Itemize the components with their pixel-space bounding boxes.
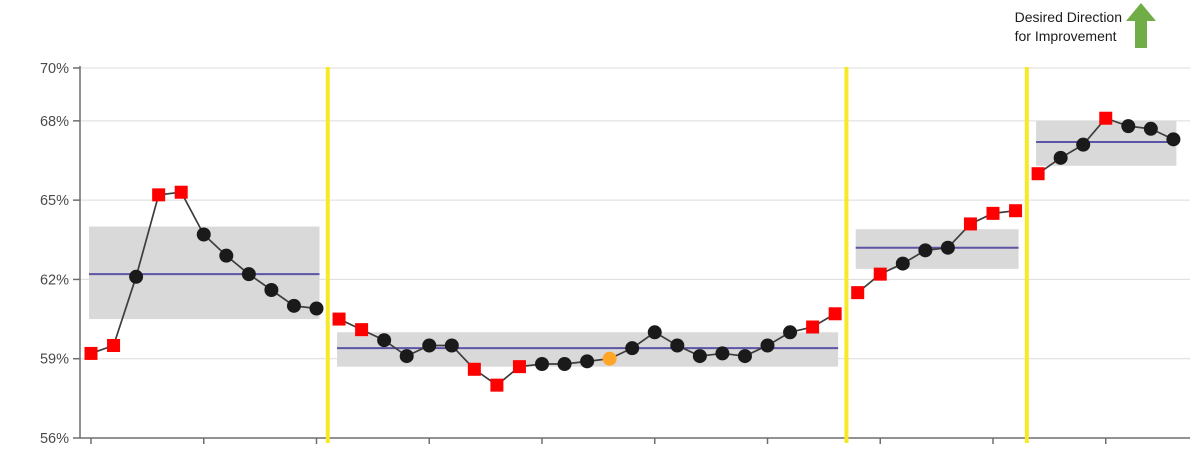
- data-point-normal: [196, 227, 211, 242]
- data-point-signal: [107, 339, 121, 352]
- data-point-signal: [174, 185, 188, 199]
- data-point-normal: [715, 346, 730, 361]
- data-point-signal: [467, 362, 481, 376]
- data-point-normal: [647, 325, 662, 340]
- data-point-normal: [557, 357, 572, 371]
- data-point-normal: [895, 256, 910, 271]
- data-point-signal: [332, 312, 346, 326]
- data-point-highlight: [602, 351, 617, 366]
- up-arrow-icon: [1126, 3, 1156, 53]
- y-axis-label: 70%: [40, 61, 69, 77]
- data-point-normal: [444, 338, 459, 353]
- data-point-signal: [873, 267, 887, 281]
- data-point-normal: [625, 341, 640, 356]
- data-point-normal: [692, 349, 707, 364]
- data-point-normal: [219, 248, 234, 263]
- data-point-normal: [918, 243, 933, 258]
- data-point-normal: [264, 283, 279, 297]
- data-point-signal: [1099, 111, 1113, 125]
- data-point-normal: [1076, 137, 1091, 152]
- data-point-signal: [490, 378, 504, 392]
- data-point-normal: [1121, 119, 1136, 134]
- data-point-normal: [377, 333, 392, 348]
- data-point-normal: [760, 338, 775, 353]
- data-point-normal: [1053, 150, 1068, 165]
- desired-direction-line2: for Improvement: [1014, 28, 1117, 44]
- desired-direction-line1: Desired Direction: [1014, 9, 1122, 25]
- data-point-normal: [580, 354, 595, 369]
- data-point-normal: [309, 301, 324, 316]
- data-point-signal: [355, 323, 369, 337]
- data-point-normal: [286, 298, 301, 313]
- data-point-signal: [84, 346, 98, 360]
- up-arrow-shape: [1126, 3, 1156, 48]
- data-point-normal: [1166, 132, 1181, 147]
- data-point-normal: [940, 240, 955, 255]
- data-point-normal: [535, 357, 549, 371]
- desired-direction-label: Desired Direction for Improvement: [1015, 8, 1122, 46]
- y-axis-label: 62%: [40, 272, 69, 288]
- data-point-normal: [422, 338, 437, 353]
- data-point-signal: [806, 320, 820, 334]
- data-point-signal: [1009, 204, 1023, 218]
- data-point-signal: [828, 307, 842, 321]
- data-point-normal: [129, 269, 144, 284]
- data-point-signal: [986, 206, 1000, 220]
- data-point-normal: [670, 338, 685, 353]
- y-axis-label: 59%: [40, 352, 69, 368]
- data-point-signal: [512, 360, 526, 374]
- y-axis-label: 56%: [40, 431, 69, 447]
- data-point-signal: [963, 217, 977, 231]
- data-point-signal: [1031, 167, 1045, 181]
- data-point-normal: [399, 349, 414, 364]
- up-arrow-svg: [1126, 3, 1156, 48]
- data-point-signal: [851, 286, 865, 300]
- y-axis-label: 65%: [40, 193, 69, 209]
- data-point-normal: [241, 267, 256, 282]
- y-axis-label: 68%: [40, 114, 69, 130]
- data-point-signal: [152, 188, 166, 202]
- data-point-normal: [737, 349, 752, 364]
- data-point-normal: [1143, 121, 1158, 136]
- data-point-normal: [783, 325, 798, 340]
